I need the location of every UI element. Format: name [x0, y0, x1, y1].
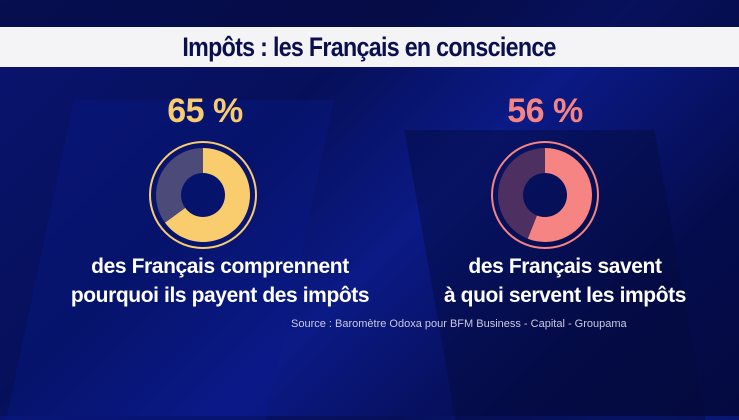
donut-slice-value — [527, 148, 592, 242]
stat-2-line-2: à quoi servent les impôts — [443, 284, 687, 307]
stat-1-line-1: des Français comprennent — [91, 255, 349, 278]
stat-1-value: 65 % — [130, 92, 280, 131]
stat-2-value: 56 % — [470, 92, 620, 131]
donut-slice-remainder — [156, 148, 203, 223]
donut-chart-1 — [149, 141, 257, 249]
donut-outer-ring — [491, 141, 599, 249]
stat-1-percentage: 65 % — [167, 92, 243, 130]
donut-chart-2 — [491, 141, 599, 249]
donut-outer-ring — [149, 141, 257, 249]
title-bar: Impôts : les Français en conscience — [0, 27, 739, 67]
stat-2-line-1: des Français savent — [468, 255, 662, 278]
donut-slice-value — [164, 148, 250, 242]
stat-1-description: des Français comprennent pourquoi ils pa… — [60, 252, 380, 310]
stat-2-percentage: 56 % — [507, 92, 583, 130]
background-band — [0, 0, 739, 28]
page-title: Impôts : les Français en conscience — [182, 31, 557, 62]
donut-slice-remainder — [498, 148, 545, 239]
source-note: Source : Baromètre Odoxa pour BFM Busine… — [291, 318, 627, 330]
stat-1-line-2: pourquoi ils payent des impôts — [70, 284, 370, 307]
stat-2-description: des Français savent à quoi servent les i… — [420, 252, 710, 310]
